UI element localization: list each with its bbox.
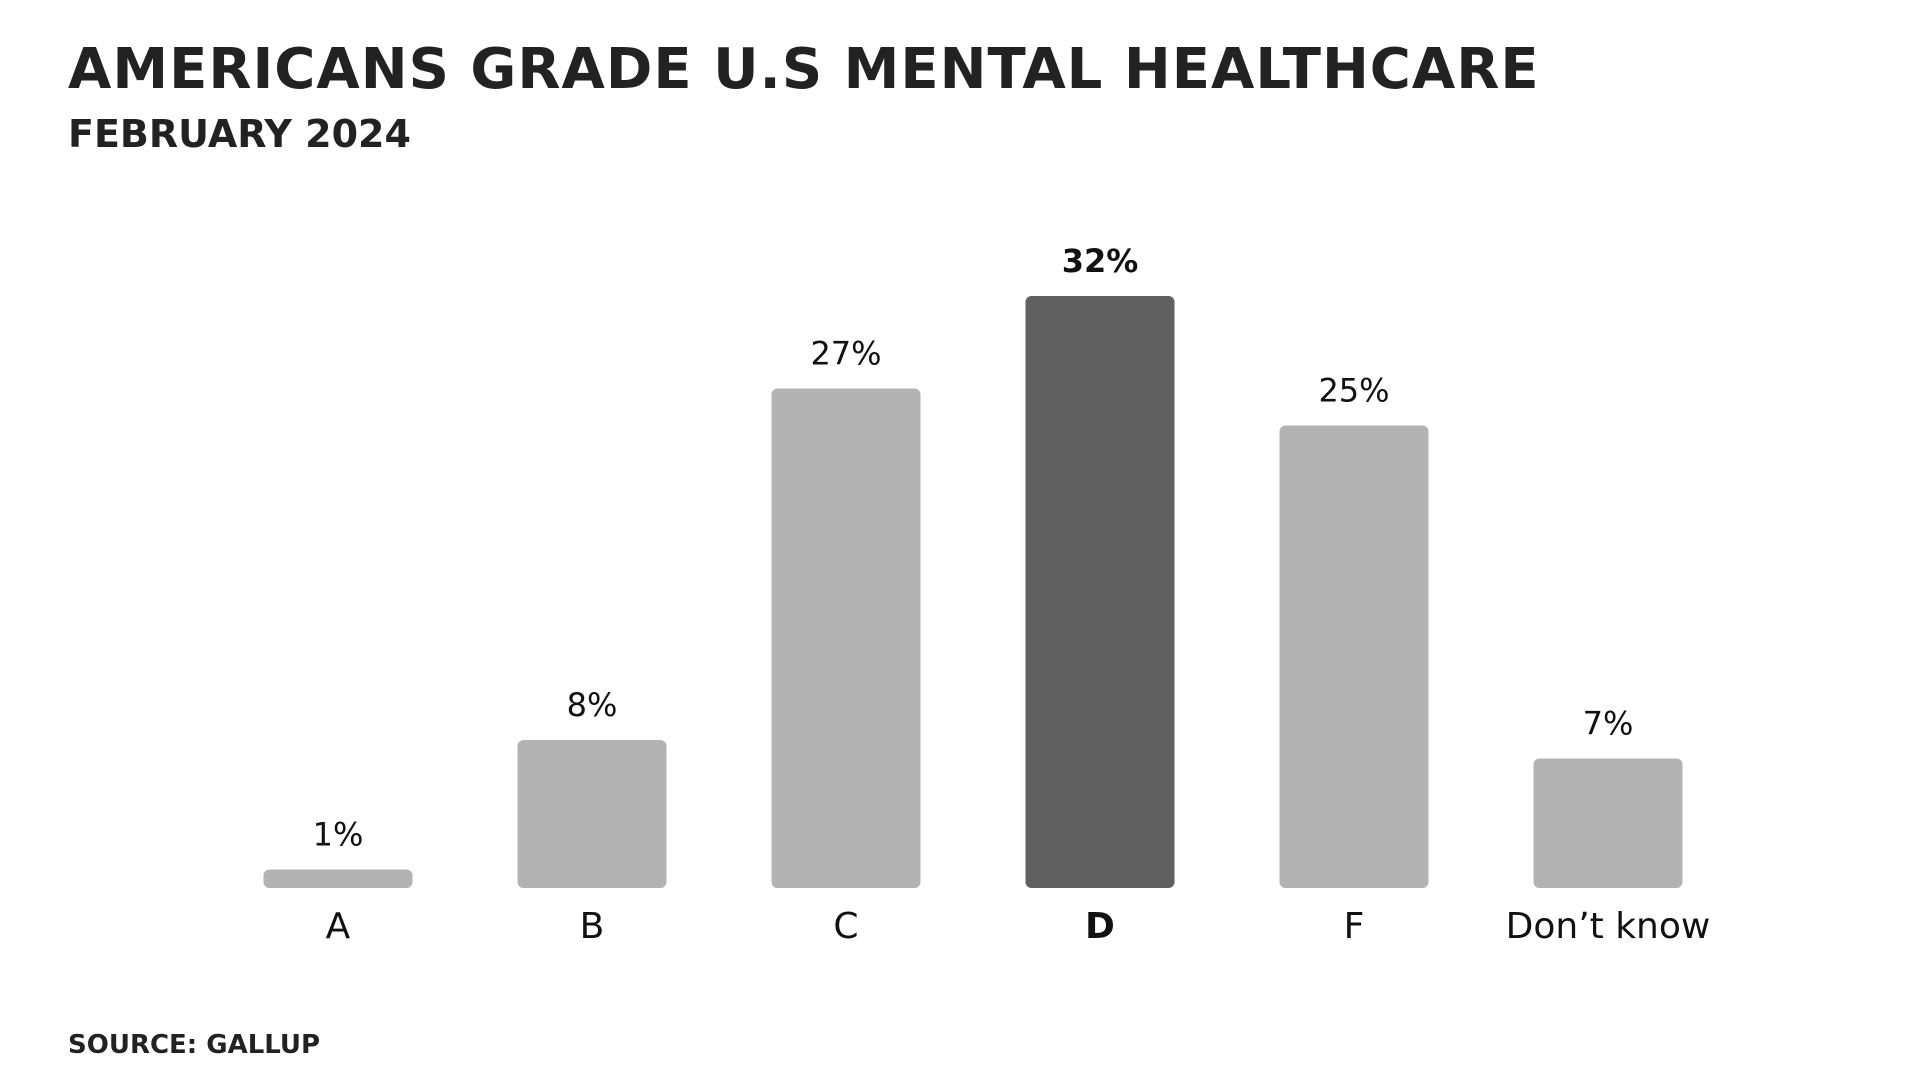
bar — [263, 869, 413, 888]
x-tick-label: F — [1344, 906, 1365, 947]
chart-title: AMERICANS GRADE U.S MENTAL HEALTHCARE — [68, 37, 1540, 102]
x-tick-label: C — [833, 906, 858, 947]
x-tick-label: B — [580, 906, 605, 947]
bar — [1025, 296, 1175, 888]
x-tick-label: D — [1085, 906, 1115, 947]
value-label: 32% — [1062, 242, 1139, 280]
source: SOURCE: GALLUP — [68, 1030, 320, 1060]
x-tick-label: Don’t know — [1506, 906, 1711, 947]
bar — [517, 740, 667, 888]
chart-subtitle: FEBRUARY 2024 — [68, 112, 411, 156]
bar — [1279, 425, 1429, 888]
value-label: 25% — [1318, 372, 1389, 410]
bar — [771, 388, 921, 888]
value-label: 27% — [810, 335, 881, 373]
x-tick-label: A — [326, 906, 351, 947]
value-label: 1% — [313, 816, 364, 854]
bar — [1533, 758, 1683, 888]
value-label: 8% — [567, 686, 618, 724]
value-label: 7% — [1583, 705, 1634, 743]
